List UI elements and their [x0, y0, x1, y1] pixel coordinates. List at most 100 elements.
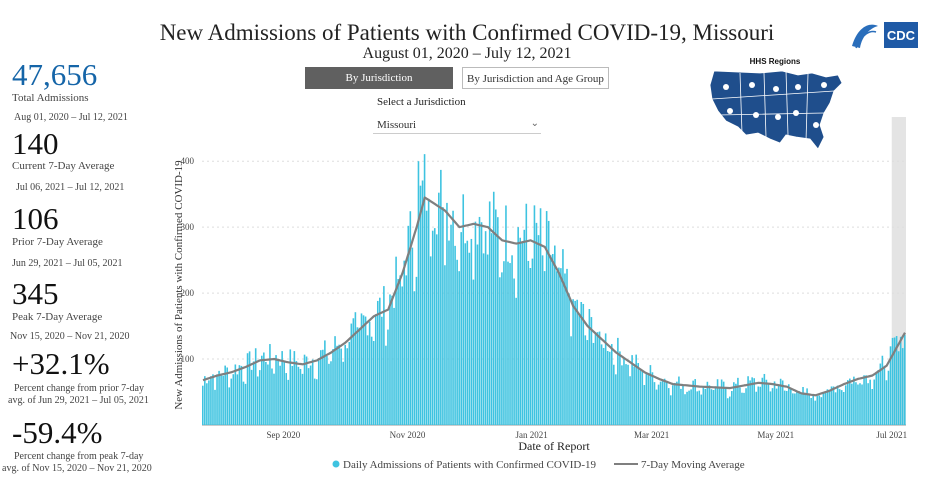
daily-admission-bar [649, 365, 652, 425]
daily-admission-bar [263, 352, 265, 425]
daily-admission-bar [806, 388, 808, 425]
map-title: HHS Regions [750, 57, 801, 66]
daily-admission-bar [411, 247, 414, 425]
daily-admission-bar [405, 275, 408, 425]
daily-admission-bar [521, 241, 524, 425]
daily-admission-bar [287, 379, 290, 425]
daily-admission-bar [317, 358, 320, 425]
daily-admission-bar [425, 210, 428, 425]
daily-admission-bar [851, 383, 853, 425]
daily-admission-bar [499, 277, 501, 425]
daily-admission-bar [881, 355, 884, 425]
by-jurisdiction-button[interactable]: By Jurisdiction [305, 67, 453, 89]
daily-admission-bar [368, 321, 371, 425]
daily-admission-bar [444, 265, 446, 425]
chevron-down-icon: ⌄ [530, 118, 539, 129]
daily-admission-bar [735, 383, 737, 425]
daily-admission-bar [586, 340, 589, 425]
kpi-change-peak-value: -59.4% [12, 415, 103, 450]
daily-admission-bar [853, 376, 855, 425]
daily-admission-bar [210, 376, 212, 425]
daily-admission-bar [212, 374, 214, 425]
daily-admission-bar [869, 379, 871, 425]
daily-admission-bar [433, 228, 436, 425]
daily-admission-bar [627, 364, 629, 425]
daily-admission-bar [515, 297, 517, 425]
daily-admission-bar [303, 354, 306, 425]
daily-admission-bar [379, 297, 381, 425]
daily-admission-bar [613, 364, 615, 425]
daily-admission-bar [688, 390, 690, 425]
kpi-current-label: Current 7-Day Average [12, 160, 115, 172]
daily-admission-bar [645, 373, 648, 425]
daily-admission-bar [889, 346, 892, 425]
kpi-peak-value: 345 [12, 276, 59, 311]
daily-admission-bar [202, 385, 204, 425]
daily-admission-bar [478, 216, 481, 425]
daily-admission-bar [749, 380, 751, 425]
daily-admission-bar [326, 355, 328, 425]
hhs-regions-map[interactable]: HHS Regions [700, 55, 850, 157]
daily-admission-bar [678, 376, 680, 425]
daily-admission-bar [623, 357, 625, 425]
kpi-total-range: Aug 01, 2020 – Jul 12, 2021 [14, 112, 128, 123]
daily-admission-bar [214, 389, 216, 425]
daily-admission-bar [899, 336, 902, 425]
daily-admission-bar [429, 256, 432, 425]
daily-admission-bar [875, 373, 878, 425]
daily-admission-bar [301, 373, 304, 425]
daily-admission-bar [281, 351, 283, 425]
daily-admission-bar [769, 391, 772, 425]
y-tick-label: 400 [181, 156, 195, 166]
daily-admission-bar [517, 227, 519, 425]
daily-admission-bar [533, 205, 536, 425]
daily-admission-bar [891, 337, 894, 425]
daily-admission-bar [462, 194, 465, 425]
daily-admission-bar [631, 355, 633, 425]
daily-admission-bar [466, 240, 469, 425]
kpi-peak-label: Peak 7-Day Average [12, 311, 103, 323]
daily-admission-bar [846, 380, 849, 425]
daily-admission-bar [407, 225, 410, 425]
daily-admission-bar [454, 245, 456, 425]
daily-admission-bar [352, 318, 355, 425]
daily-admission-bar [647, 373, 650, 425]
daily-admission-bar [448, 240, 450, 425]
jurisdiction-dropdown[interactable]: Missouri ⌄ [373, 116, 541, 134]
daily-admission-bar [883, 365, 886, 425]
daily-admission-bar [759, 386, 762, 425]
kpi-change-prior-line2: avg. of Jun 29, 2021 – Jul 05, 2021 [8, 395, 149, 406]
region-markers [723, 82, 827, 128]
daily-admission-bar [511, 255, 513, 425]
daily-admission-bar [204, 376, 206, 425]
daily-admission-bar [525, 203, 528, 425]
by-age-group-button[interactable]: By Jurisdiction and Age Group [462, 67, 609, 89]
daily-admission-bar [401, 286, 403, 425]
daily-admission-bar [877, 369, 880, 425]
daily-admission-bar [755, 391, 758, 425]
y-tick-label: 200 [181, 288, 195, 298]
daily-admission-bar [391, 295, 393, 425]
daily-admission-bar [794, 393, 796, 425]
daily-admission-bar [340, 348, 342, 425]
daily-admission-bar [796, 391, 798, 425]
daily-admission-bar [246, 353, 249, 425]
daily-admission-bar [293, 351, 296, 425]
daily-admission-bar [724, 387, 727, 425]
daily-admission-bar [712, 390, 715, 425]
daily-admission-bar [714, 386, 717, 425]
kpi-peak-range: Nov 15, 2020 – Nov 21, 2020 [10, 331, 130, 342]
daily-admission-bar [777, 384, 780, 425]
daily-admission-bar [739, 387, 741, 425]
daily-admission-bar [513, 278, 515, 425]
daily-admission-bar [773, 381, 776, 425]
daily-admission-bar [643, 385, 646, 425]
daily-admission-bar [248, 351, 251, 425]
daily-admission-bar [283, 361, 285, 425]
daily-admission-bar [710, 389, 713, 425]
us-map-shape [709, 70, 843, 150]
date-range-subtitle: August 01, 2020 – July 12, 2021 [362, 45, 572, 62]
daily-admission-bar [271, 368, 273, 425]
daily-admission-bar [309, 365, 312, 425]
daily-admission-bar [488, 201, 491, 425]
